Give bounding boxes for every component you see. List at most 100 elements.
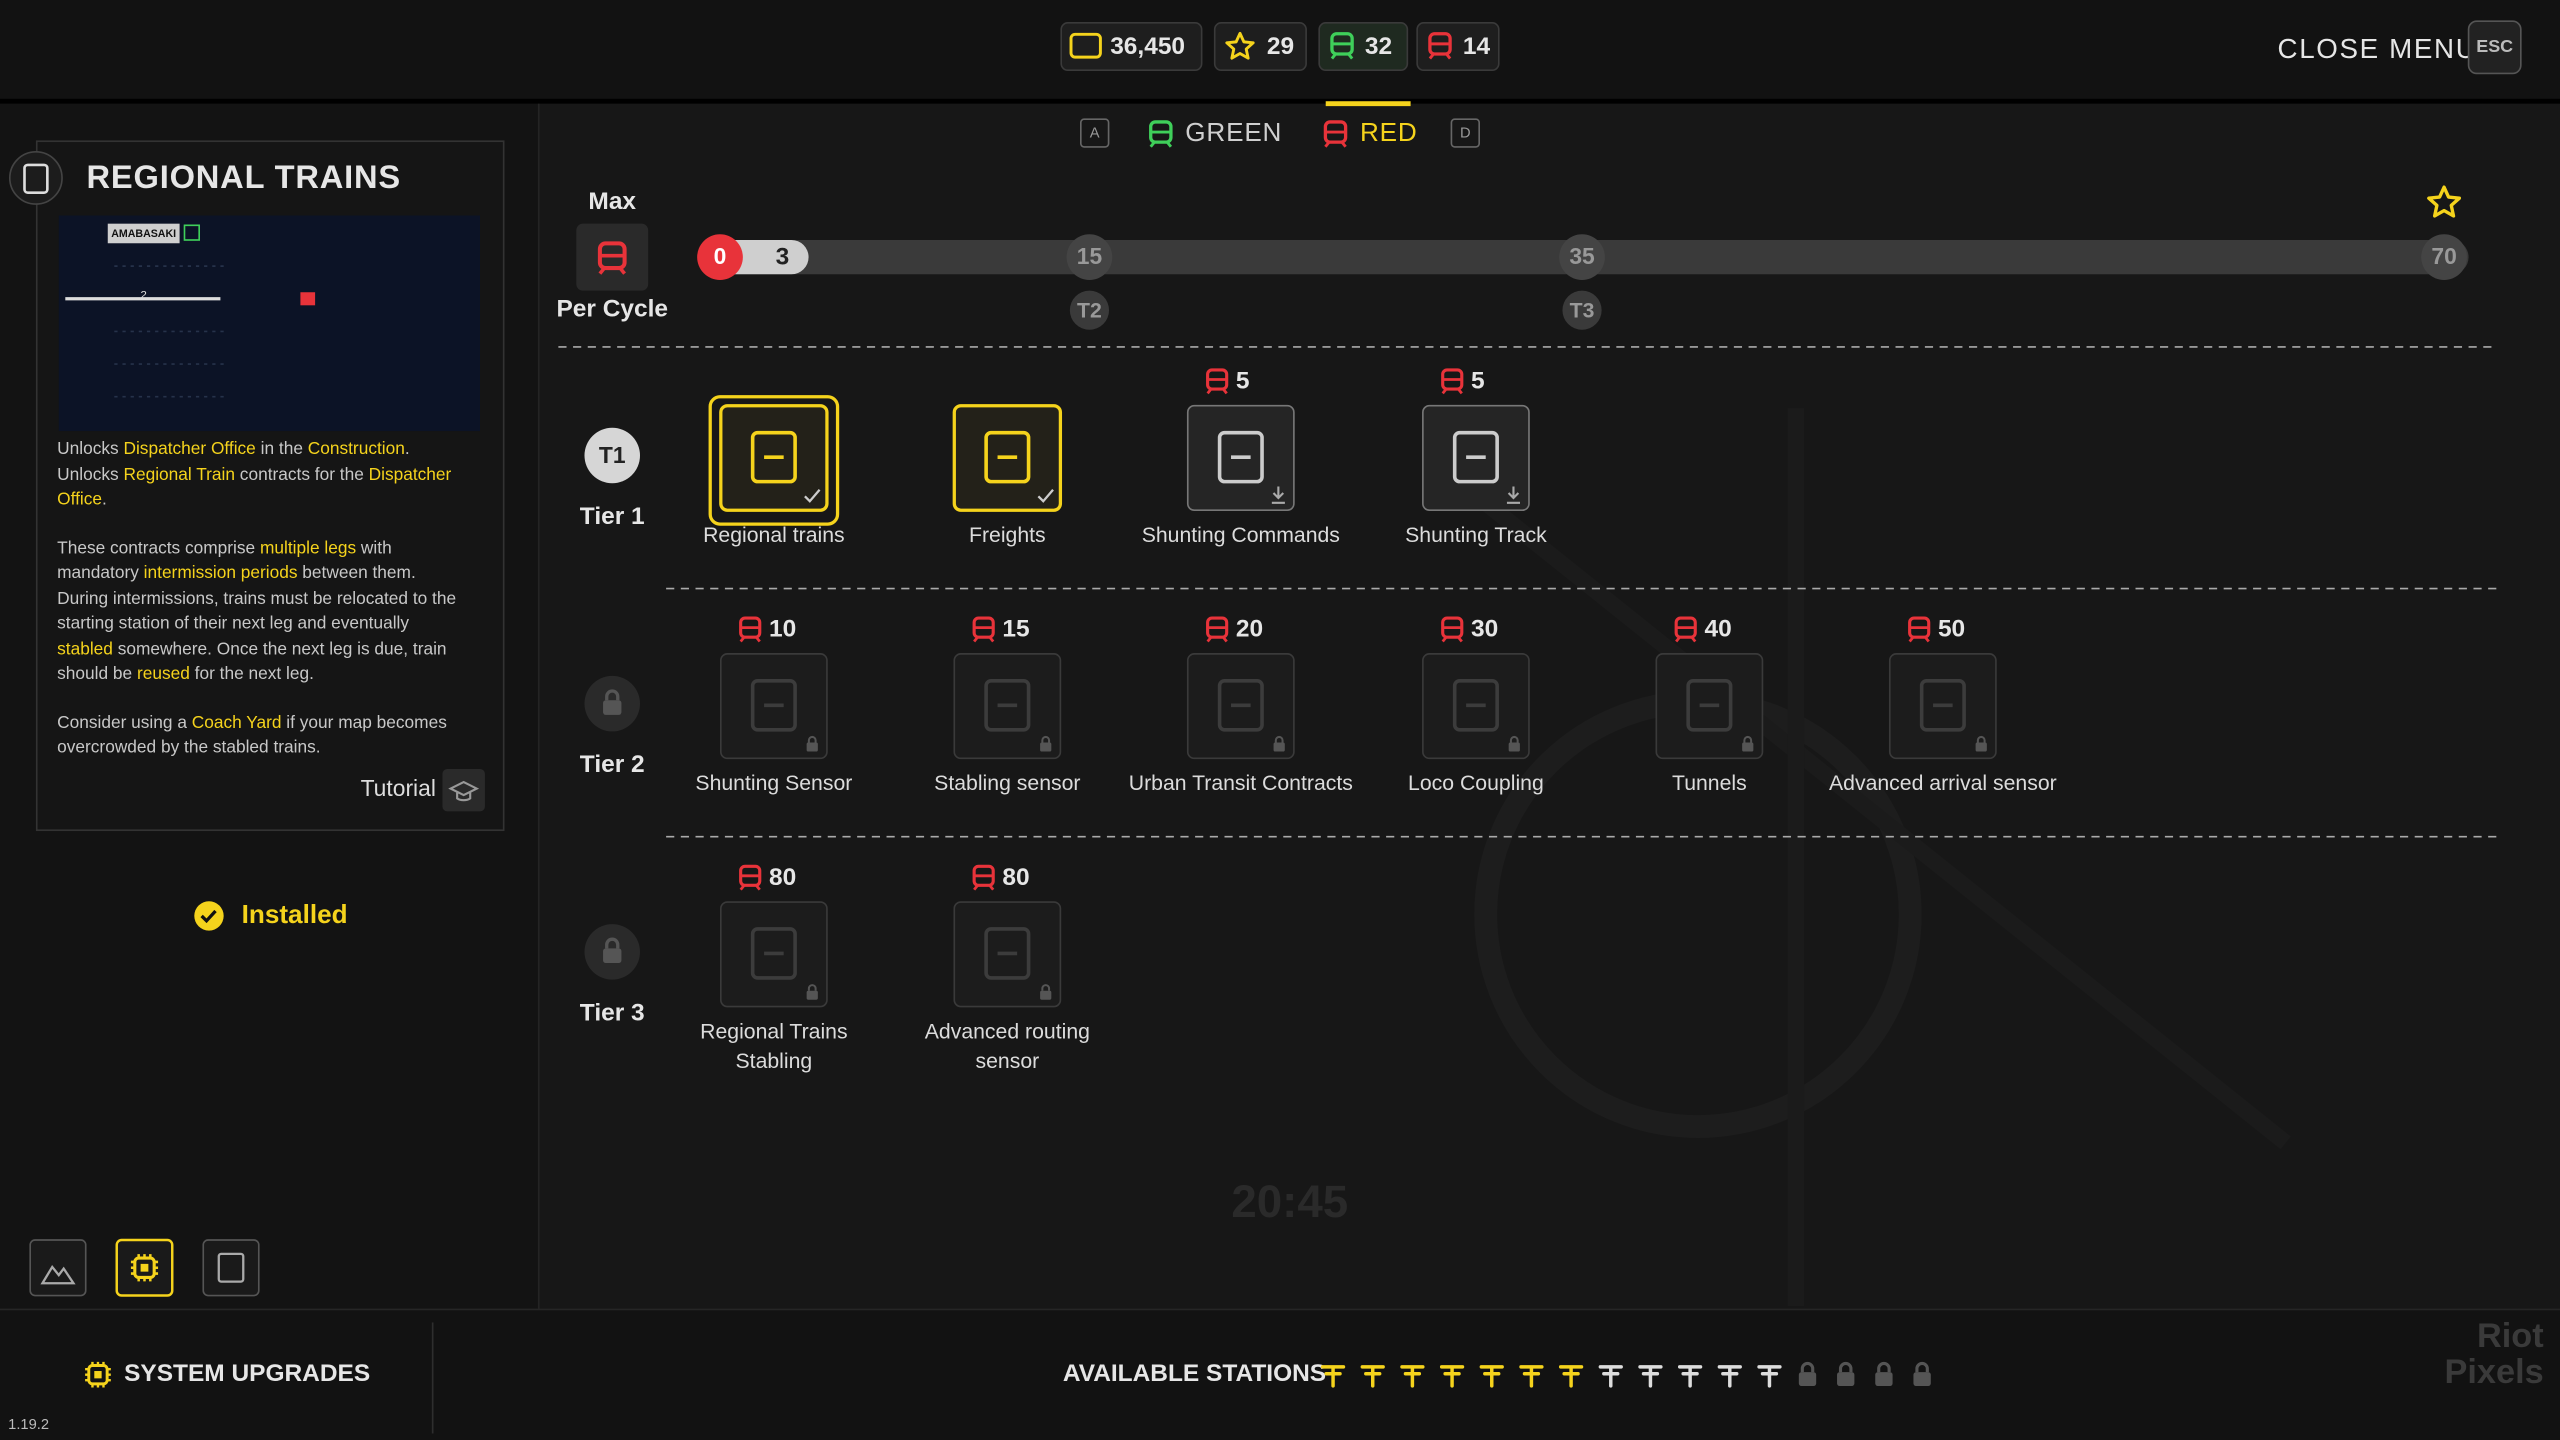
- description: Unlocks Dispatcher Office in the Constru…: [57, 438, 468, 757]
- resource-green: 32: [1318, 22, 1409, 72]
- tier-label: Tier 1: [580, 503, 645, 530]
- detail-icon-bg: [8, 151, 63, 205]
- resource-pill: [1213, 22, 1307, 72]
- node-label: Regional Trains Stabling: [700, 1018, 848, 1073]
- node-cost: 80: [1002, 864, 1029, 891]
- construction-button[interactable]: [29, 1239, 87, 1297]
- tutorial-button[interactable]: [442, 768, 485, 812]
- node-cost: 30: [1471, 616, 1498, 643]
- milestone-value: 15: [1077, 243, 1103, 269]
- node-label: Advanced routing sensor: [924, 1018, 1090, 1073]
- preview-station-box: [107, 223, 180, 244]
- paragraph: Unlocks Dispatcher Office in the Constru…: [57, 438, 468, 514]
- node-cost: 5: [1471, 368, 1485, 395]
- upgrade-node[interactable]: 40 Tunnels: [1595, 616, 1824, 835]
- milestone-tier-dot: [1562, 290, 1602, 330]
- text: Unlocks: [57, 439, 124, 459]
- upgrade-node[interactable]: 5 Shunting Commands: [1127, 368, 1356, 587]
- money-value: 36,450: [1110, 33, 1185, 60]
- preview-station: AMABASAKI: [111, 228, 176, 240]
- active-tab-indicator: [1325, 101, 1411, 107]
- node-cost: 50: [1938, 616, 1965, 643]
- highlight: stabled: [57, 639, 113, 659]
- node-cost: 5: [1236, 368, 1250, 395]
- node-label-box: Loco Coupling: [1408, 770, 1544, 796]
- node-label-box: Urban Transit Contracts: [1129, 771, 1353, 795]
- installed-status: Installed: [242, 899, 348, 929]
- node-icon: [1919, 679, 1966, 732]
- text: somewhere. Once the next leg is due, tra…: [57, 639, 447, 685]
- next-key: D: [1460, 126, 1471, 142]
- node-label-box: Regional Trains Stabling: [700, 1018, 848, 1073]
- text: with mandatory: [57, 537, 392, 583]
- highlight: Dispatcher Office: [123, 439, 256, 459]
- tab-red[interactable]: RED: [1360, 117, 1418, 147]
- preview-marker: [183, 224, 200, 241]
- footer: [0, 1309, 2560, 1440]
- upgrade-node[interactable]: 50 Advanced arrival sensor: [1829, 616, 2058, 835]
- node-icon: [984, 430, 1031, 484]
- node-label-box: Shunting Track: [1405, 522, 1547, 546]
- text: .: [102, 489, 107, 510]
- text: between them. During intermissions, trai…: [57, 563, 457, 634]
- upgrade-node[interactable]: Regional trains: [660, 395, 889, 586]
- upgrade-node[interactable]: Freights: [893, 404, 1122, 586]
- node-label: Regional trains: [703, 522, 845, 547]
- tab-green[interactable]: GREEN: [1185, 117, 1282, 147]
- detail-preview: [58, 215, 480, 432]
- highlight: Dispatcher Office: [57, 464, 452, 510]
- node-label-box: Stabling sensor: [934, 770, 1081, 796]
- detail-title: REGIONAL TRAINS: [87, 158, 402, 195]
- milestone-tier: T3: [1570, 299, 1595, 322]
- detail-icon: [23, 163, 49, 194]
- highlight: reused: [136, 664, 190, 685]
- progress-section: Max Per Cycle 3 0 15 T2 35 T3 70: [556, 185, 2469, 330]
- upgrade-node[interactable]: 10 Shunting Sensor: [660, 616, 889, 835]
- upgrade-node[interactable]: 30 Loco Coupling: [1362, 616, 1591, 835]
- highlight: Coach Yard: [191, 712, 282, 733]
- tiers: T1 Tier 1 Regional trains Freights 5 Shunting…: [580, 368, 2058, 1083]
- upgrade-node[interactable]: 15 Stabling sensor: [893, 616, 1122, 835]
- node-label: Stabling sensor: [934, 770, 1081, 796]
- key-hint: [1450, 118, 1480, 148]
- node-label-box: Freights: [969, 522, 1046, 546]
- watermark-box: Riot Pixels: [2445, 1319, 2544, 1390]
- close-menu[interactable]: CLOSE MENU: [2278, 33, 2478, 64]
- tier-badge-label: T1: [599, 442, 626, 468]
- installed-tick: [804, 489, 821, 503]
- node-cost: 20: [1236, 616, 1263, 643]
- section-icon: [83, 1360, 113, 1390]
- milestone-dot: [1559, 234, 1605, 280]
- section-title: SYSTEM UPGRADES: [124, 1360, 370, 1387]
- text: These contracts comprise: [57, 537, 260, 558]
- node-label: Shunting Sensor: [695, 770, 853, 796]
- upgrade-node[interactable]: 80 Advanced routing sensor: [893, 864, 1122, 1083]
- preview-train: [300, 292, 316, 306]
- esc-key[interactable]: [2467, 20, 2522, 75]
- node-cost: 40: [1704, 616, 1731, 643]
- highlight: Regional Train: [123, 464, 235, 485]
- node-icon: [1452, 430, 1499, 484]
- node-label-box: Advanced arrival sensor: [1829, 771, 2057, 795]
- progress-current-dot: [697, 234, 743, 280]
- highlight: Construction: [307, 439, 405, 459]
- node-label-box: Regional trains: [703, 522, 845, 547]
- node-cost: 10: [769, 616, 796, 643]
- esc-label: ESC: [2476, 36, 2513, 56]
- upgrade-node[interactable]: 5 Shunting Track: [1362, 368, 1591, 587]
- selection-frame: [708, 395, 840, 526]
- tutorial-label[interactable]: Tutorial: [361, 775, 436, 801]
- node-icon: [1217, 679, 1264, 732]
- stations-label: AVAILABLE STATIONS: [1063, 1360, 1326, 1387]
- journal-button[interactable]: [202, 1239, 260, 1297]
- milestone-tier-dot: [1069, 290, 1110, 330]
- node-label-box: Shunting Commands: [1141, 522, 1340, 547]
- upgrade-node[interactable]: 80 Regional Trains Stabling: [660, 864, 889, 1083]
- node-label: Shunting Commands: [1141, 522, 1340, 547]
- upgrade-node[interactable]: 20 Urban Transit Contracts: [1127, 616, 1356, 835]
- highlight: intermission periods: [143, 563, 298, 583]
- green-value: 32: [1365, 33, 1392, 60]
- text: in the: [255, 439, 308, 459]
- node-label: Loco Coupling: [1408, 770, 1544, 796]
